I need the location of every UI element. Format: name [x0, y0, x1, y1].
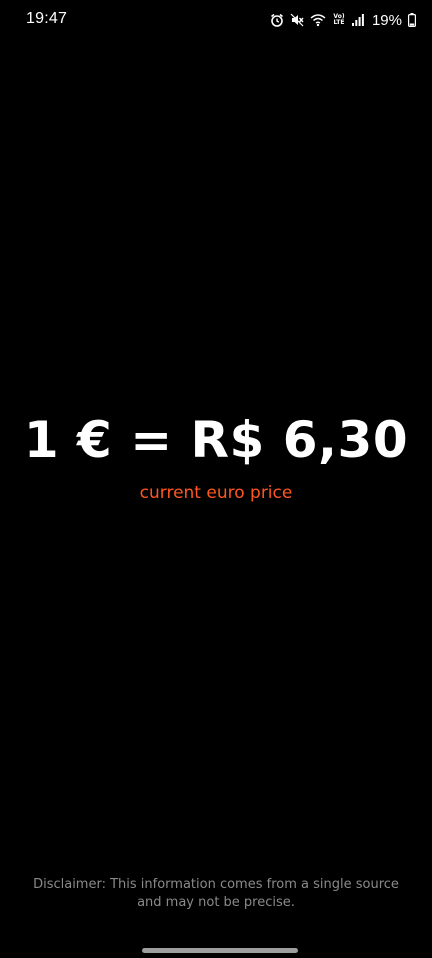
- alarm-icon: [270, 13, 284, 27]
- price-block: 1 € = R$ 6,30 current euro price: [0, 408, 432, 504]
- volte-label-bottom: LTE: [333, 19, 345, 26]
- disclaimer: Disclaimer: This information comes from …: [33, 877, 399, 910]
- status-time: 19:47: [26, 10, 68, 27]
- battery-percent: 19%: [371, 11, 402, 29]
- status-bar: 19:47 Vo) LTE: [0, 0, 432, 40]
- battery-icon: [408, 13, 416, 27]
- wifi-icon: [310, 13, 326, 27]
- volte-label-top: Vo): [333, 13, 345, 20]
- euro-price: 1 € = R$ 6,30: [23, 411, 409, 469]
- status-icons: Vo) LTE 19%: [270, 9, 416, 31]
- mute-icon: [290, 13, 304, 27]
- volte-icon: Vo) LTE: [332, 14, 346, 26]
- price-subtitle: current euro price: [139, 483, 293, 503]
- home-gesture-bar[interactable]: [142, 948, 298, 953]
- signal-icon: [351, 14, 364, 26]
